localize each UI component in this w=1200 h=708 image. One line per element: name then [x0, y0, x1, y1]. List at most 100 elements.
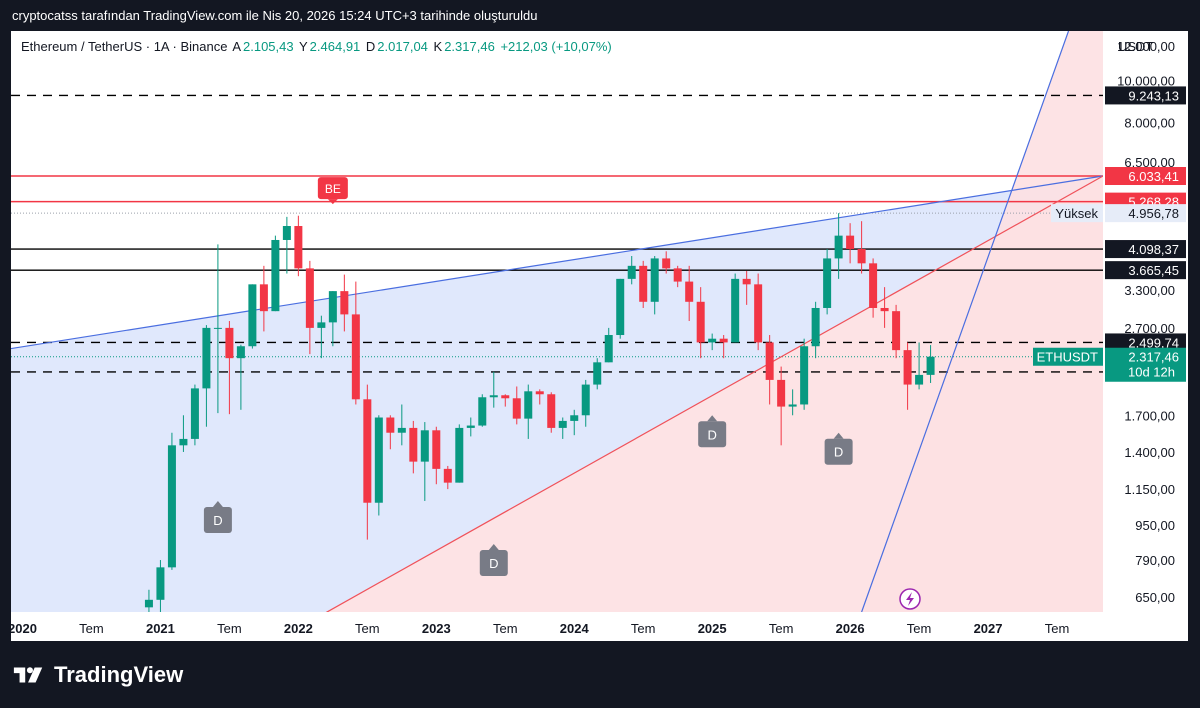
price-axis	[1103, 31, 1188, 612]
candle-body	[512, 398, 521, 419]
sell-marker-pointer	[327, 199, 338, 205]
symbol-tag	[1033, 347, 1103, 366]
candle-body	[455, 427, 464, 483]
time-tick-label: 2022	[284, 621, 313, 636]
dip-marker-pointer	[488, 543, 499, 550]
close-label: K	[433, 39, 443, 54]
change-value: +212,03 (+10,07%)	[500, 39, 612, 54]
candle-body	[305, 268, 314, 328]
candle-body	[558, 420, 567, 428]
price-tick-label: 8.000,00	[1124, 116, 1175, 131]
candle-body	[639, 265, 648, 302]
low-value: 2.017,04	[377, 39, 428, 54]
candle-body	[236, 346, 245, 359]
price-tick-label: 650,00	[1135, 590, 1175, 605]
time-tick-label: Tem	[79, 621, 104, 636]
candle-body	[742, 278, 751, 285]
time-tick-label: 2023	[422, 621, 451, 636]
time-tick-label: Tem	[355, 621, 380, 636]
price-level-tag	[1105, 333, 1186, 352]
tradingview-logo-icon	[13, 667, 43, 683]
candle-body	[420, 430, 429, 462]
currency-label: USDT	[1118, 39, 1153, 54]
high-value-tag	[1105, 204, 1186, 223]
candle-body	[892, 311, 901, 351]
candle-body	[731, 278, 740, 343]
candle-body	[696, 301, 705, 343]
price-level-tag-label: 9.243,13	[1128, 88, 1179, 103]
candle-body	[167, 445, 176, 568]
brand-name: TradingView	[54, 662, 184, 687]
price-tick-label: 3.300,00	[1124, 283, 1175, 298]
time-tick-label: Tem	[1045, 621, 1070, 636]
dip-marker-label: D	[707, 427, 716, 442]
candle-body	[869, 263, 878, 308]
price-tick-label: 6.500,00	[1124, 155, 1175, 170]
dip-marker	[203, 506, 232, 533]
time-tick-label: Tem	[217, 621, 242, 636]
candle-body	[271, 239, 280, 312]
candle-body	[443, 468, 452, 483]
ohlc-legend: Ethereum / TetherUS · 1A · Binance A 2.10…	[21, 39, 614, 54]
candle-body	[857, 248, 866, 264]
bar-countdown: 10d 12h	[1128, 365, 1175, 380]
price-chart[interactable]: D BE D D D 2020 Tem 2021 Tem 2022 Tem 2023 Tem 2024 Te…	[11, 31, 1188, 641]
candle-body	[846, 235, 855, 249]
price-level-tag-label: 6.033,41	[1128, 169, 1179, 184]
candle-body	[926, 356, 935, 375]
open-label: A	[232, 39, 241, 54]
dip-marker-pointer	[833, 432, 844, 439]
price-level-tag	[1105, 167, 1186, 186]
candle-body	[386, 417, 395, 433]
sell-marker-label: BE	[325, 182, 341, 196]
time-tick-label: 2021	[146, 621, 175, 636]
chart-area[interactable]: D BE D D D 2020 Tem 2021 Tem 2022 Tem 2023 Tem 2024 Te…	[11, 31, 1188, 641]
symbol-name[interactable]: Ethereum / TetherUS · 1A · Binance	[21, 39, 228, 54]
candle-body	[156, 567, 165, 600]
candle-body	[478, 397, 487, 426]
price-tick-label: 790,00	[1135, 553, 1175, 568]
dip-marker	[824, 438, 853, 465]
candle-body	[604, 335, 613, 363]
price-tick-label: 1.150,00	[1124, 482, 1175, 497]
time-tick-label: 2020	[11, 621, 37, 636]
time-tick-label: Tem	[493, 621, 518, 636]
candle-body	[328, 291, 337, 323]
candle-body	[259, 284, 268, 312]
time-tick-label: Tem	[907, 621, 932, 636]
candle-body	[248, 284, 257, 347]
high-tag-label: Yüksek	[1055, 206, 1098, 221]
candle-body	[547, 394, 556, 428]
candle-body	[535, 391, 544, 395]
dip-marker-label: D	[834, 445, 843, 460]
candle-body	[202, 327, 211, 389]
candle-body	[363, 399, 372, 503]
candle-body	[650, 258, 659, 302]
price-tick-label: 1.700,00	[1124, 408, 1175, 423]
dip-marker	[698, 421, 727, 448]
candle-body	[777, 379, 786, 407]
candle-body	[432, 430, 441, 469]
price-tick-label: 12.000,00	[1117, 39, 1175, 54]
time-axis	[11, 612, 1188, 641]
candle-body	[570, 415, 579, 421]
candle-body	[765, 342, 774, 380]
price-tick-label: 10.000,00	[1117, 74, 1175, 89]
last-price-label: 2.317,46	[1128, 350, 1179, 365]
candle-body	[823, 258, 832, 308]
dip-marker-label: D	[489, 556, 498, 571]
time-tick-label: 2025	[698, 621, 727, 636]
candle-body	[397, 427, 406, 433]
candle-body	[754, 284, 763, 343]
price-level-tag	[1105, 240, 1186, 259]
dip-marker-pointer	[707, 415, 718, 422]
tradingview-brand[interactable]: TradingView	[12, 662, 183, 688]
candle-body	[685, 281, 694, 302]
candle-body	[374, 417, 383, 503]
candle-body	[524, 391, 533, 419]
high-value-label: 4.956,78	[1128, 206, 1179, 221]
high-label: Y	[299, 39, 308, 54]
price-level-tag	[1105, 261, 1186, 280]
price-tick-label: 1.400,00	[1124, 445, 1175, 460]
high-value: 2.464,91	[309, 39, 361, 54]
